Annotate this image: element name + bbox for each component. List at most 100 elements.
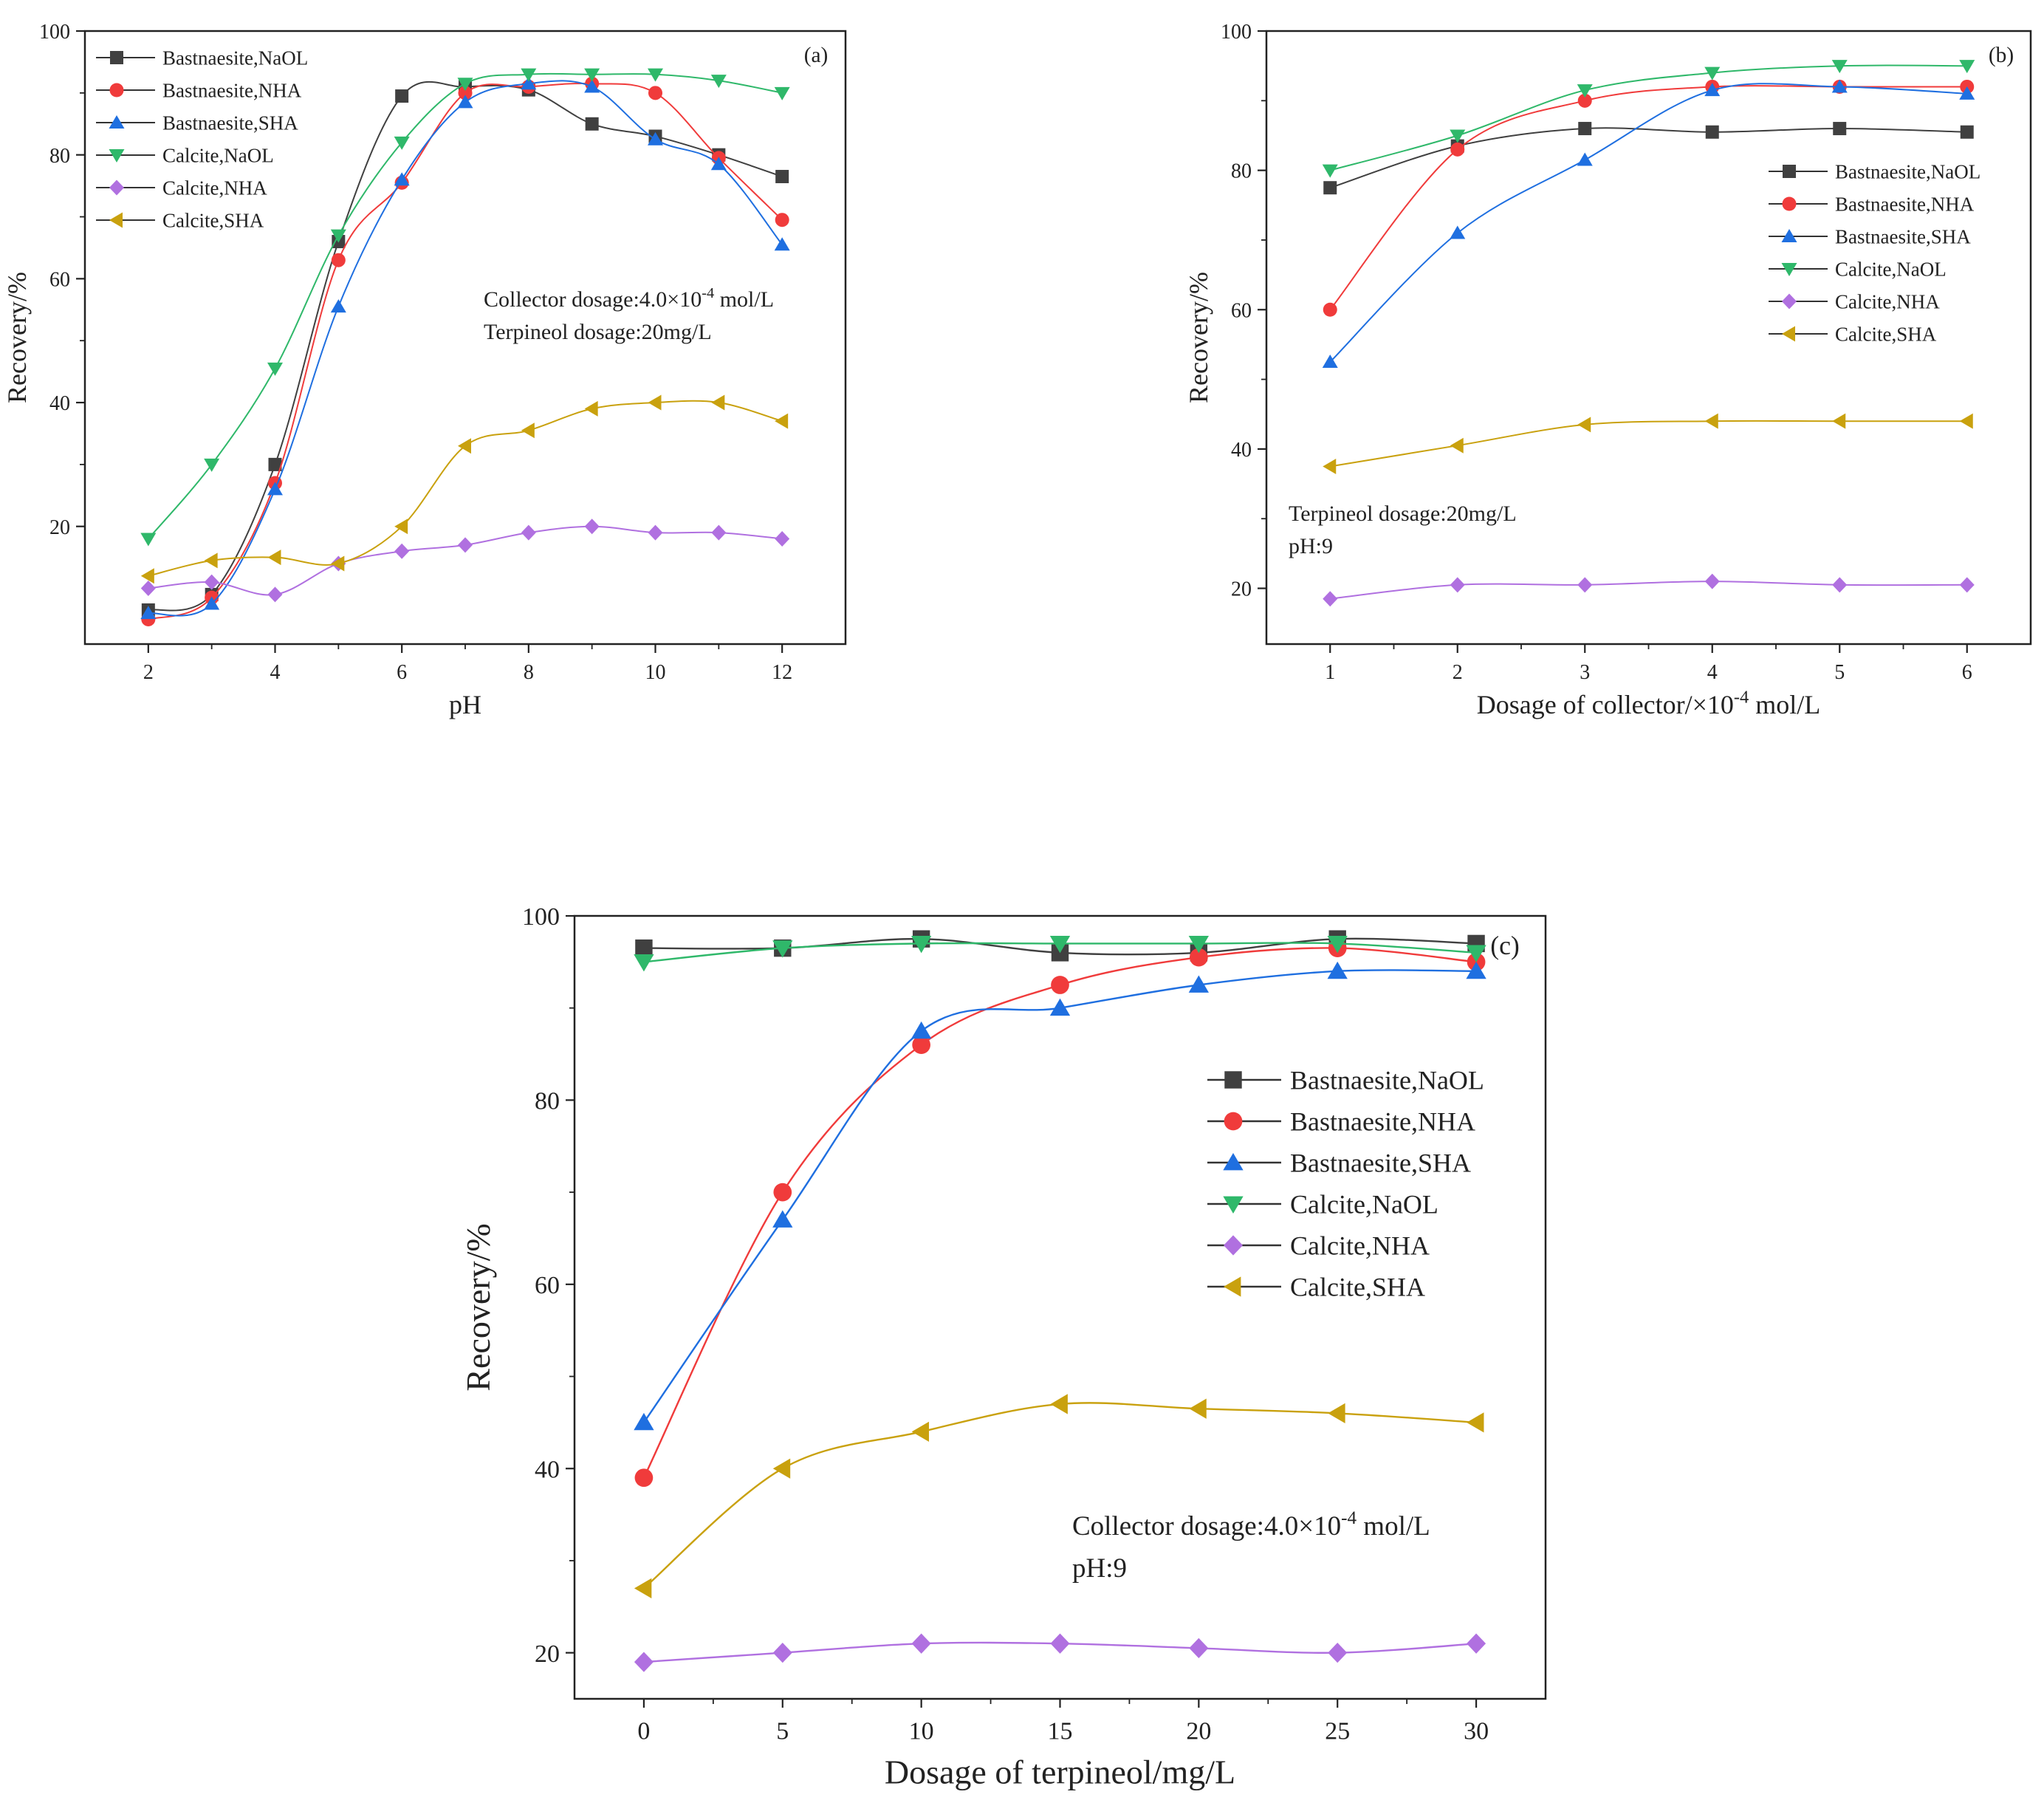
data-point [140,581,156,597]
data-point [710,75,727,89]
legend-label: Bastnaesite,NHA [162,79,302,101]
data-point [1960,125,1974,139]
data-point [710,157,727,171]
data-point [1577,152,1593,166]
data-point [1450,142,1465,157]
series-line [643,1402,1477,1590]
x-tick-label: 5 [1834,661,1845,684]
legend-marker [1223,1196,1244,1214]
x-axis-title: Dosage of collector/×10-4 mol/L [1477,687,1821,719]
legend-label: Calcite,NHA [1290,1231,1430,1261]
data-point [1327,961,1348,979]
data-point [140,606,157,620]
legend-label: Bastnaesite,SHA [1835,225,1971,247]
panel-label: (b) [1989,44,2014,67]
data-point [775,530,790,547]
data-point [521,524,536,541]
data-point [1050,1633,1070,1654]
series-line [1329,83,1967,363]
data-point [584,68,600,82]
data-point [457,78,473,92]
data-point [634,1578,652,1599]
data-point [1466,945,1486,962]
annotation-line: Collector dosage:4.0×10-4 mol/L [1072,1508,1430,1541]
data-point [140,568,154,584]
annotation: Collector dosage:4.0×10-4 mol/L pH:9 [1072,1508,1430,1584]
data-point [458,537,473,553]
data-point [774,237,790,251]
y-tick-label: 20 [49,516,70,539]
x-tick-label: 10 [909,1718,934,1745]
data-point [648,524,663,541]
y-tick-label: 20 [1231,578,1252,601]
data-point [772,1458,791,1479]
series-calcite-nha [140,519,790,603]
data-point [1704,413,1718,429]
y-tick-label: 100 [522,903,560,931]
x-tick-label: 6 [1962,661,1972,684]
x-tick-label: 4 [1707,661,1718,684]
data-point [1577,417,1591,433]
data-point [1959,60,1975,74]
data-point [911,1633,931,1654]
data-point [394,172,410,186]
data-point [1049,936,1071,954]
data-point [395,89,409,103]
series-calcite-sha [634,1394,1484,1599]
data-point [267,362,283,376]
data-point [772,1210,793,1228]
annotation-line: pH:9 [1289,534,1333,558]
data-point [910,936,932,954]
annotation-line: Terpineol dosage:20mg/L [1289,502,1517,526]
data-point [204,552,218,569]
legend-label: Bastnaesite,NaOL [162,47,308,69]
series-bastnaesite-sha [634,961,1486,1431]
series-calcite-naol [1322,60,1975,178]
x-tick-label: 8 [524,661,534,684]
data-point [1831,79,1848,93]
data-point [1323,591,1338,607]
y-tick-label: 80 [535,1088,560,1115]
data-point [772,1642,792,1663]
series-calcite-nha [1323,573,1975,607]
legend: Bastnaesite,NaOL Bastnaesite,NHA Bastnaesi… [1769,160,1980,345]
legend-label: Bastnaesite,SHA [1290,1149,1471,1178]
series-line [1330,420,1967,468]
y-tick-label: 40 [49,392,70,415]
data-point [585,117,599,131]
data-point [394,543,410,559]
data-point [911,1421,930,1443]
legend-marker [1224,1112,1243,1131]
data-point [584,400,598,417]
x-tick-label: 2 [143,661,154,684]
legend-marker [1224,1071,1242,1089]
y-axis-title: Recovery/% [459,1223,497,1391]
x-tick-label: 5 [776,1718,789,1745]
legend-label: Calcite,NaOL [162,144,274,166]
x-tick-label: 15 [1048,1718,1073,1745]
legend-marker [1781,229,1797,242]
x-tick-label: 25 [1325,1718,1350,1745]
y-tick-label: 60 [49,268,70,291]
plot-frame [573,914,1547,1700]
data-point [204,574,219,590]
data-point [1959,577,1975,593]
data-point [635,939,653,957]
legend-marker [1782,293,1797,309]
data-point [1188,936,1210,954]
data-point [1190,948,1208,967]
annotation-line: Collector dosage:4.0×10-4 mol/L [484,285,774,312]
legend-marker [1223,1153,1244,1171]
series-bastnaesite-nha [634,939,1486,1488]
data-point [1050,1394,1068,1414]
series-calcite-naol [140,68,790,547]
legend-label: Bastnaesite,SHA [162,112,298,134]
data-point [1322,164,1338,178]
data-point [1577,84,1593,98]
data-point [1189,1398,1207,1419]
data-point [1328,1403,1345,1424]
y-tick-label: 60 [535,1272,560,1299]
data-point [1705,125,1719,139]
data-point [912,1036,930,1054]
x-tick-label: 12 [772,661,792,684]
